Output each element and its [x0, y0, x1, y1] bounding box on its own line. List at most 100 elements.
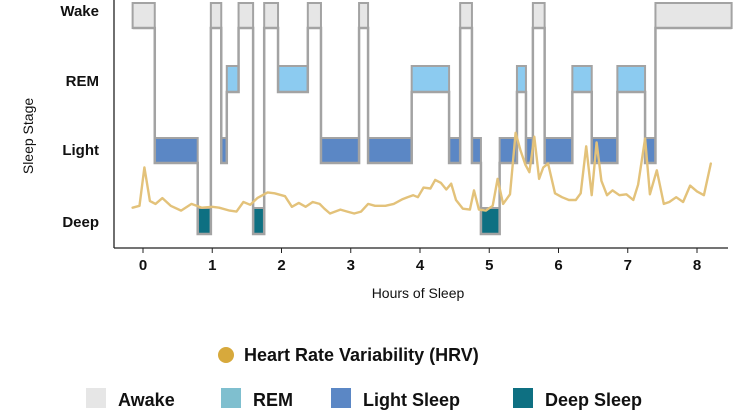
hrv-point	[304, 205, 307, 208]
hrv-point	[668, 201, 671, 203]
hrv-point	[211, 205, 214, 208]
hrv-point	[469, 208, 471, 211]
legend-swatch-deep	[513, 388, 533, 408]
hrv-point	[462, 207, 464, 210]
hrv-point	[417, 196, 419, 198]
hrv-point	[284, 195, 286, 197]
hrv-point	[491, 205, 494, 207]
hrv-point	[392, 203, 395, 205]
hrv-point	[228, 209, 231, 212]
hrv-point	[675, 196, 678, 198]
hrv-point	[561, 196, 563, 198]
hrv-point	[478, 208, 480, 211]
x-tick-label: 5	[485, 257, 493, 274]
hrv-point	[484, 209, 487, 212]
hrv-point	[710, 162, 712, 165]
hrv-point	[542, 166, 545, 169]
legend-swatch-light	[331, 388, 351, 408]
hrv-point	[547, 162, 549, 165]
stage-block-light	[543, 137, 574, 164]
legend-label-rem: REM	[253, 390, 293, 410]
y-axis-title: Sleep Stage	[20, 98, 36, 174]
stage-block-light	[319, 137, 361, 164]
hrv-point	[256, 197, 259, 199]
hypnogram-line	[132, 26, 732, 236]
y-category-wake: Wake	[60, 3, 99, 20]
hrv-point	[575, 199, 577, 201]
hrv-point	[201, 206, 203, 209]
hrv-point	[568, 199, 570, 201]
hrv-point	[329, 212, 331, 215]
hrv-point	[242, 201, 245, 203]
hrv-point	[180, 209, 182, 212]
x-axis-title: Hours of Sleep	[372, 285, 465, 301]
hrv-point	[528, 171, 531, 173]
stage-block-rem	[616, 65, 647, 93]
stage-block-wake	[306, 2, 322, 29]
hrv-point	[291, 205, 293, 208]
x-tick-label: 1	[208, 257, 216, 274]
hrv-point	[445, 188, 448, 191]
stage-block-rem	[571, 65, 593, 93]
hrv-point	[644, 137, 646, 140]
y-category-deep: Deep	[62, 214, 99, 231]
stage-block-light	[470, 137, 482, 164]
hrv-point	[496, 178, 499, 180]
hrv-point	[611, 189, 614, 192]
hrv-point	[519, 149, 522, 151]
hrv-point	[585, 145, 587, 148]
legend-label-deep: Deep Sleep	[545, 390, 642, 410]
hrv-point	[618, 194, 621, 197]
hrv-point	[235, 210, 238, 213]
hrv-point	[600, 180, 603, 182]
x-tick-label: 8	[693, 257, 701, 274]
legend-swatch-awake	[86, 388, 106, 408]
hrv-point	[509, 193, 511, 196]
x-tick-label: 3	[347, 257, 355, 274]
hrv-point	[131, 206, 134, 209]
hrv-point	[625, 193, 628, 196]
hrv-point	[249, 204, 252, 206]
hrv-point	[154, 203, 157, 205]
x-tick-label: 2	[277, 257, 285, 274]
stage-block-light	[153, 137, 199, 164]
hrv-point	[579, 192, 582, 195]
hrv-point	[339, 208, 342, 211]
hypnogram	[132, 26, 732, 236]
hrv-point	[595, 141, 598, 144]
hrv-point	[590, 194, 593, 197]
hrv-point	[434, 179, 437, 181]
hrv-point	[524, 163, 527, 166]
stage-block-wake	[263, 2, 280, 29]
stage-block-rem	[410, 65, 451, 93]
stage-block-wake	[531, 2, 546, 29]
stage-block-rem	[277, 65, 309, 93]
stage-block-wake	[358, 2, 370, 29]
y-category-light: Light	[62, 142, 99, 159]
hrv-point	[696, 190, 698, 193]
hrv-legend-marker	[218, 347, 234, 363]
hrv-point	[138, 205, 141, 207]
x-tick-label: 7	[624, 257, 632, 274]
hrv-point	[318, 203, 321, 205]
x-tick-label: 4	[416, 257, 425, 274]
hrv-point	[637, 183, 639, 186]
x-tick-label: 6	[554, 257, 562, 274]
hrv-point	[311, 201, 314, 203]
hrv-point	[632, 199, 635, 201]
stage-block-rem	[225, 65, 240, 93]
legend: Heart Rate Variability (HRV) Awake REM L…	[86, 345, 642, 410]
hrv-point	[538, 178, 540, 180]
hrv-line	[131, 131, 712, 215]
hrv-point	[298, 202, 300, 204]
stage-block-deep	[479, 207, 501, 235]
hrv-point	[218, 206, 220, 209]
stage-block-wake	[131, 2, 156, 29]
hrv-point	[473, 189, 475, 192]
labels: Sleep Stage Hours of Sleep Deep Light REM W…	[20, 3, 701, 301]
hrv-point	[266, 191, 269, 194]
hrv-point	[360, 210, 362, 213]
hrv-point	[455, 199, 457, 201]
stage-block-wake	[654, 2, 733, 29]
hrv-point	[450, 182, 452, 185]
